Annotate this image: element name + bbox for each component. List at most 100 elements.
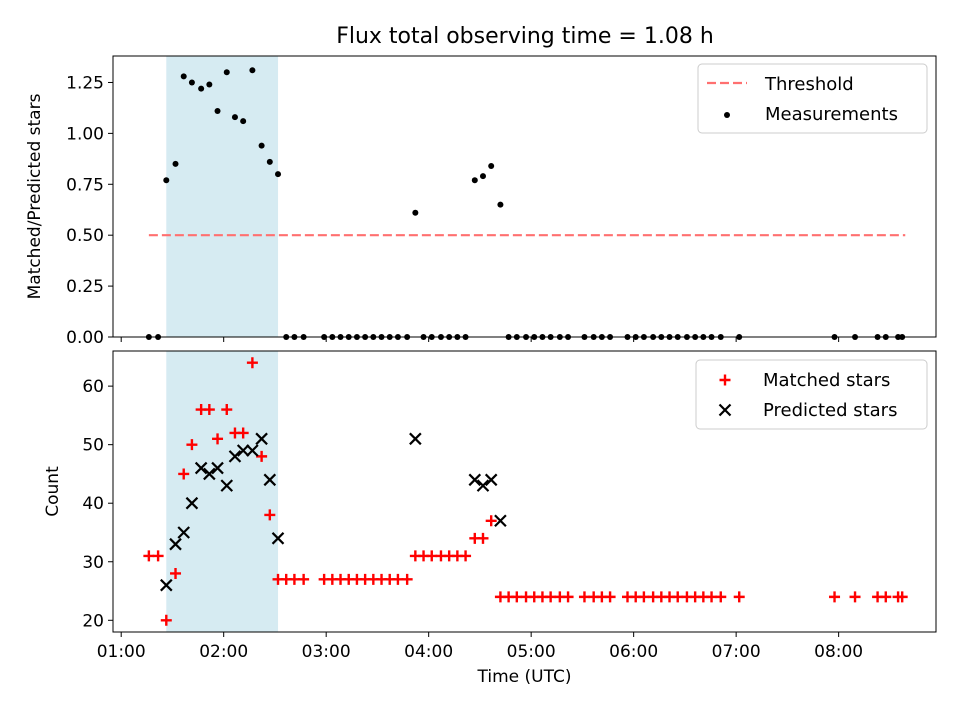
predicted-stars-point [484, 473, 498, 487]
y-tick-label: 0.75 [66, 175, 104, 195]
matched-stars-point [485, 515, 497, 527]
matched-stars-point [880, 591, 892, 603]
matched-stars-point [246, 357, 258, 369]
legend-frame [695, 359, 928, 430]
y-tick-label: 0.25 [66, 277, 104, 297]
measurement-point [266, 158, 273, 165]
matched-stars-point [460, 550, 472, 562]
matched-stars-point [401, 573, 413, 585]
top-panel-frame [112, 55, 937, 338]
y-tick-label: 50 [82, 436, 104, 456]
measurement-point [488, 162, 495, 169]
x-tick-label: 07:00 [712, 642, 761, 662]
matched-stars-point [143, 550, 155, 562]
matched-stars-point [672, 591, 684, 603]
legend-predicted-label: Predicted stars [763, 400, 897, 421]
matched-stars-point [178, 468, 190, 480]
x-tick-label: 06:00 [609, 642, 658, 662]
measurement-point [214, 107, 221, 114]
predicted-stars-point [271, 532, 285, 545]
bottom-legend: Matched stars Predicted stars [695, 359, 928, 430]
y-tick-label: 0.00 [66, 328, 104, 348]
predicted-stars-point [494, 514, 507, 528]
matched-stars-point [578, 591, 590, 603]
legend-measurements-swatch [724, 112, 730, 118]
predicted-stars-point [246, 444, 259, 457]
y-tick-label: 30 [82, 553, 104, 573]
matched-stars-point [264, 509, 276, 521]
matched-stars-point [829, 591, 841, 603]
predicted-stars-point [409, 432, 422, 446]
predicted-stars-point [468, 473, 482, 487]
predicted-stars-point [228, 450, 242, 463]
measurement-point [240, 118, 247, 125]
matched-stars-point [160, 614, 172, 626]
matched-stars-point [392, 573, 404, 585]
matched-stars-point [849, 591, 861, 603]
measurement-point [497, 201, 504, 208]
top-panel: 0.00 0.25 0.50 0.75 1.00 1.25 Matched/Predicte… [25, 55, 937, 348]
x-tick-label: 08:00 [814, 642, 863, 662]
predicted-stars-point [177, 526, 190, 539]
predicted-stars-point [263, 473, 277, 487]
measurement-point [188, 79, 195, 86]
predicted-stars-point [236, 444, 250, 457]
legend-measurements-label: Measurements [765, 104, 898, 125]
measurement-point [172, 160, 179, 167]
measurement-point [206, 81, 213, 88]
y-tick-label: 20 [82, 611, 104, 631]
y-axis-label: Matched/Predicted stars [25, 93, 45, 299]
y-tick-label: 1.00 [66, 124, 104, 144]
x-tick-label: 02:00 [199, 642, 248, 662]
y-tick-label: 1.25 [66, 73, 104, 93]
predicted-stars-point [476, 479, 490, 492]
bottom-panel: 01:00 02:00 03:00 04:00 05:00 06:00 07:00 08:00… [43, 350, 937, 687]
measurement-point [479, 173, 486, 180]
matched-stars-point [288, 573, 300, 585]
matched-stars-point [221, 404, 233, 416]
matched-stars-point [477, 532, 489, 544]
legend-matched-label: Matched stars [763, 370, 890, 391]
predicted-stars-point [220, 479, 234, 492]
matched-stars-point [545, 591, 557, 603]
matched-stars-point [426, 550, 438, 562]
matched-stars-point [733, 591, 745, 603]
matched-stars-point [511, 591, 523, 603]
x-tick-label: 04:00 [404, 642, 453, 662]
y-tick-label: 0.50 [66, 226, 104, 246]
predicted-stars-point [160, 578, 173, 592]
matched-stars-point [715, 591, 727, 603]
matched-stars-point [638, 591, 650, 603]
matched-stars-point [256, 450, 268, 462]
measurement-point [198, 85, 205, 92]
x-tick-label: 05:00 [507, 642, 556, 662]
matched-stars-point [170, 567, 182, 579]
y-tick-label: 60 [82, 377, 104, 397]
legend-threshold-label: Threshold [764, 74, 854, 95]
x-tick-label: 01:00 [97, 642, 146, 662]
matched-stars-point [896, 591, 908, 603]
x-tick-label: 03:00 [302, 642, 351, 662]
predicted-stars-point [185, 496, 199, 510]
predicted-stars-point [203, 467, 216, 481]
highlight-band [166, 56, 279, 337]
predicted-stars-point [194, 461, 208, 475]
measurement-point [223, 69, 230, 76]
predicted-stars-point [255, 432, 268, 446]
predicted-stars-point [718, 403, 732, 417]
matched-stars-point [604, 591, 616, 603]
measurement-point [412, 209, 419, 216]
matched-stars-point [237, 427, 249, 439]
matched-stars-point [186, 439, 198, 451]
matched-stars-point [203, 404, 215, 416]
measurement-point [180, 73, 187, 80]
measurement-point [249, 67, 256, 74]
legend-frame [697, 63, 928, 134]
predicted-stars-point [169, 537, 182, 551]
measurement-point [258, 142, 265, 149]
chart-title: Flux total observing time = 1.08 h [336, 24, 714, 49]
y-tick-label: 40 [82, 494, 104, 514]
predicted-stars-point [211, 461, 224, 475]
matched-stars-point [212, 433, 224, 445]
